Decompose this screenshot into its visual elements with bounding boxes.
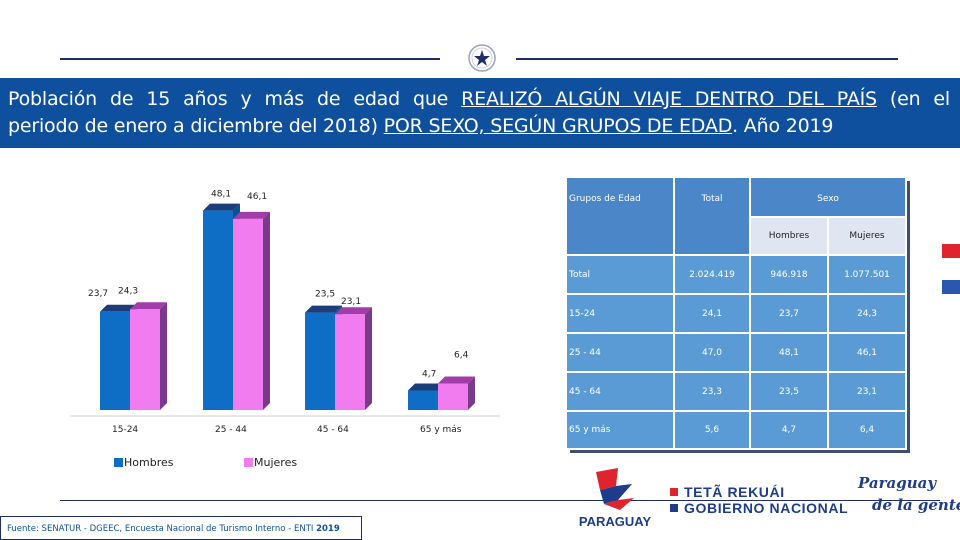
value-label-mujeres: 46,1 <box>247 192 267 202</box>
table-cell-mujeres: 46,1 <box>829 334 907 373</box>
bar-chart: 23,7 24,3 48,1 46,1 23,5 23,1 4,7 6,4 15-24 25 -… <box>70 190 500 469</box>
bar-mujeres <box>438 383 468 410</box>
table-cell-total: 24,1 <box>675 295 751 334</box>
bar-hombres <box>100 311 130 410</box>
title-text: Población de 15 años y más de edad que <box>8 88 462 110</box>
table-header-mujeres: Mujeres <box>829 218 907 256</box>
bars-group <box>100 203 475 410</box>
bar-top-mujeres <box>233 211 270 219</box>
legend-swatch-mujeres <box>244 458 253 467</box>
table-cell-mujeres: 24,3 <box>829 295 907 334</box>
value-label-hombres: 23,7 <box>88 289 108 299</box>
bar-top-hombres <box>408 383 445 391</box>
bar-top-mujeres <box>438 376 475 384</box>
bar-side-mujeres <box>263 211 270 410</box>
legend-label-hombres: Hombres <box>124 456 174 469</box>
source-note: Fuente: SENATUR - DGEEC, Encuesta Nacion… <box>0 516 362 540</box>
table-cell-hombres: 23,5 <box>751 373 829 412</box>
bar-mujeres <box>335 314 365 410</box>
bar-top-hombres <box>305 305 342 313</box>
value-label-mujeres: 6,4 <box>454 350 469 360</box>
table-cell-total: 47,0 <box>675 334 751 373</box>
title-text: . Año 2019 <box>732 115 834 137</box>
value-label-hombres: 23,5 <box>315 290 335 300</box>
logo-square-blue <box>670 504 678 512</box>
paraguay-de-la-gente-logo: Paraguay de la gente <box>858 474 960 526</box>
category-label: 45 - 64 <box>317 425 349 435</box>
legend-swatch-hombres <box>114 458 123 467</box>
table-cell-grupo: 65 y más <box>567 412 675 450</box>
table-cell-grupo: 25 - 44 <box>567 334 675 373</box>
table-cell-grupo: 15-24 <box>567 295 675 334</box>
table-cell-hombres: 946.918 <box>751 256 829 295</box>
value-labels-group: 23,7 24,3 48,1 46,1 23,5 23,1 4,7 6,4 <box>88 190 469 380</box>
source-text: Fuente: SENATUR - DGEEC, Encuesta Nacion… <box>7 524 317 534</box>
bar-side-mujeres <box>365 307 372 410</box>
paraguay-logo-text: PARAGUAY <box>578 514 652 529</box>
value-label-mujeres: 23,1 <box>341 297 361 307</box>
bar-hombres <box>203 210 233 410</box>
category-label: 15-24 <box>112 425 138 435</box>
bar-top-mujeres <box>335 307 372 315</box>
title-text: (en el <box>876 88 950 110</box>
category-label: 25 - 44 <box>215 425 247 435</box>
title-band: Población de 15 años y más de edad que R… <box>0 78 960 148</box>
header-rule-right <box>516 58 898 60</box>
legend: Hombres Mujeres <box>114 456 297 469</box>
table-cell-hombres: 23,7 <box>751 295 829 334</box>
bar-top-mujeres <box>130 302 167 310</box>
script-logo-line-2: de la gente <box>872 496 960 514</box>
value-label-hombres: 48,1 <box>211 190 231 200</box>
table-header-total: Total <box>675 178 751 256</box>
table-cell-mujeres: 23,1 <box>829 373 907 412</box>
bar-top-hombres <box>100 304 137 312</box>
table-header-grupos: Grupos de Edad <box>567 178 675 256</box>
table-cell-total: 2.024.419 <box>675 256 751 295</box>
title-emphasis: REALIZÓ ALGÚN VIAJE DENTRO DEL PAÍS <box>461 88 877 110</box>
logo-square-red <box>670 488 678 496</box>
footer-rule <box>60 500 940 501</box>
table-cell-mujeres: 1.077.501 <box>829 256 907 295</box>
source-year: 2019 <box>316 524 340 534</box>
category-label: 65 y más <box>420 425 462 435</box>
paraguay-logo: PARAGUAY <box>574 464 656 530</box>
table-cell-hombres: 48,1 <box>751 334 829 373</box>
title-line-1: Población de 15 años y más de edad que R… <box>8 86 950 113</box>
table-cell-total: 5,6 <box>675 412 751 450</box>
bar-mujeres <box>233 218 263 410</box>
table-header-sexo: Sexo <box>751 178 907 218</box>
table-cell-hombres: 4,7 <box>751 412 829 450</box>
script-logo-line-1: Paraguay <box>858 474 937 492</box>
table-cell-total: 23,3 <box>675 373 751 412</box>
bar-hombres <box>305 312 335 410</box>
gobierno-nacional-logo: TETÃ REKUÁI GOBIERNO NACIONAL <box>670 484 850 524</box>
side-accent-red <box>942 244 960 258</box>
value-label-mujeres: 24,3 <box>118 286 138 296</box>
bar-hombres <box>408 390 438 410</box>
gov-logo-line-2: GOBIERNO NACIONAL <box>684 500 849 516</box>
bar-side-mujeres <box>160 302 167 410</box>
paraguay-emblem-icon <box>596 468 634 510</box>
header-rule-left <box>60 58 440 60</box>
table-cell-grupo: 45 - 64 <box>567 373 675 412</box>
title-text: periodo de enero a diciembre del 2018) <box>8 115 384 137</box>
gov-logo-line-1: TETÃ REKUÁI <box>684 484 785 500</box>
national-seal-icon <box>468 44 496 72</box>
value-label-hombres: 4,7 <box>422 370 436 380</box>
bar-top-hombres <box>203 203 240 211</box>
table-header-hombres: Hombres <box>751 218 829 256</box>
bar-side-mujeres <box>468 376 475 410</box>
bar-mujeres <box>130 309 160 410</box>
table-cell-mujeres: 6,4 <box>829 412 907 450</box>
category-labels-group: 15-24 25 - 44 45 - 64 65 y más <box>112 425 462 435</box>
title-emphasis: POR SEXO, SEGÚN GRUPOS DE EDAD <box>383 115 733 137</box>
side-accent-blue <box>942 280 960 294</box>
title-line-2: periodo de enero a diciembre del 2018) P… <box>8 113 950 140</box>
table-cell-grupo: Total <box>567 256 675 295</box>
legend-label-mujeres: Mujeres <box>254 456 297 469</box>
